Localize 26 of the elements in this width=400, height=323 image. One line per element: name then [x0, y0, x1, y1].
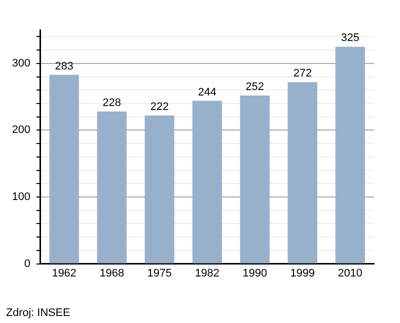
y-tick-label: 100 — [12, 191, 30, 204]
bar — [144, 116, 174, 264]
x-tick-label: 1968 — [100, 267, 124, 280]
y-tick-label: 200 — [12, 124, 30, 136]
data-label: 252 — [246, 80, 264, 93]
text: Zdroj: INSEE — [6, 307, 70, 319]
bar — [49, 74, 79, 264]
y-tick-label: 0 — [24, 258, 30, 270]
bar — [288, 82, 318, 264]
y-tick-label: 300 — [12, 57, 30, 70]
data-label: 228 — [102, 97, 122, 110]
x-tick-label: 1990 — [242, 267, 268, 280]
x-tick-label: 1999 — [290, 267, 315, 280]
data-label: 272 — [293, 68, 312, 80]
data-label: 244 — [198, 86, 216, 98]
data-label: 283 — [55, 60, 74, 72]
x-tick-label: 1975 — [147, 267, 172, 280]
bar — [192, 100, 222, 264]
x-tick-label: 2010 — [338, 267, 362, 280]
bar — [240, 95, 270, 264]
data-label: 325 — [340, 32, 360, 44]
data-label: 222 — [150, 101, 169, 114]
x-tick-label: 1982 — [194, 267, 220, 280]
x-tick-label: 1962 — [52, 267, 76, 280]
bar — [335, 46, 365, 264]
bar — [97, 111, 127, 264]
